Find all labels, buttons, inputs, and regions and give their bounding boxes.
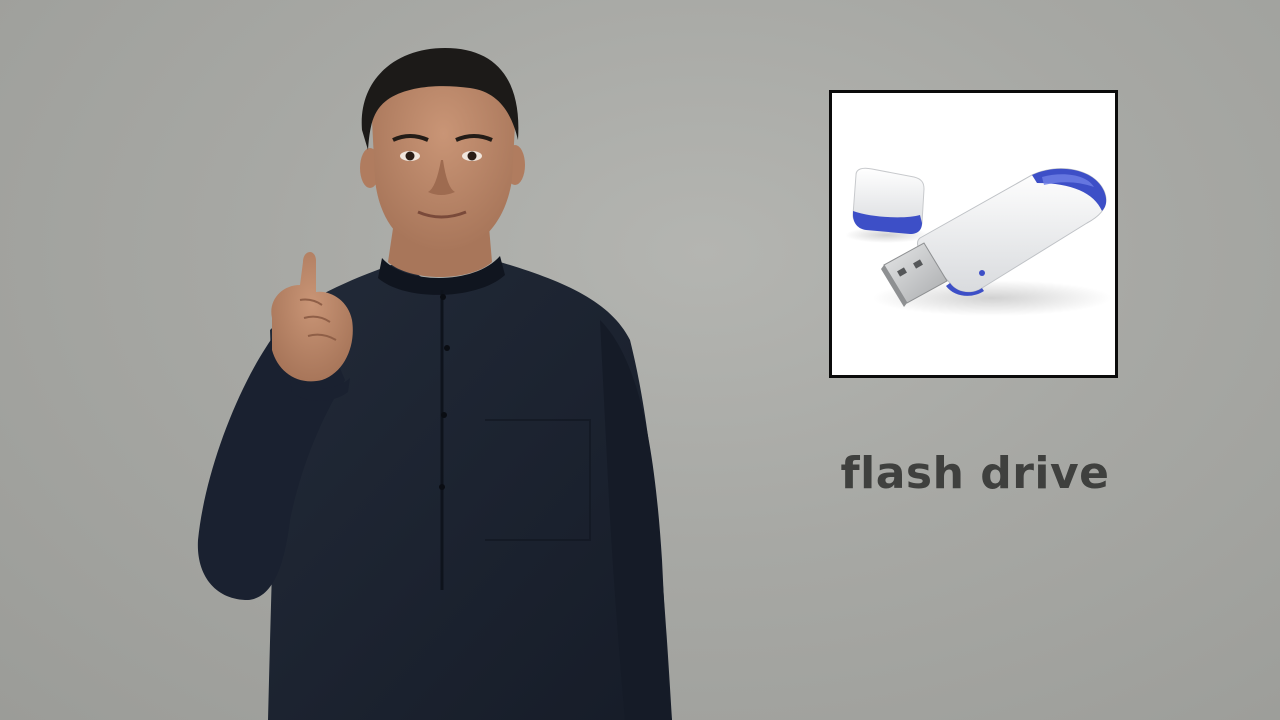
illustration-card (829, 90, 1118, 378)
usb-flash-drive-icon (845, 167, 1112, 316)
caption-text: flash drive (840, 448, 1110, 499)
